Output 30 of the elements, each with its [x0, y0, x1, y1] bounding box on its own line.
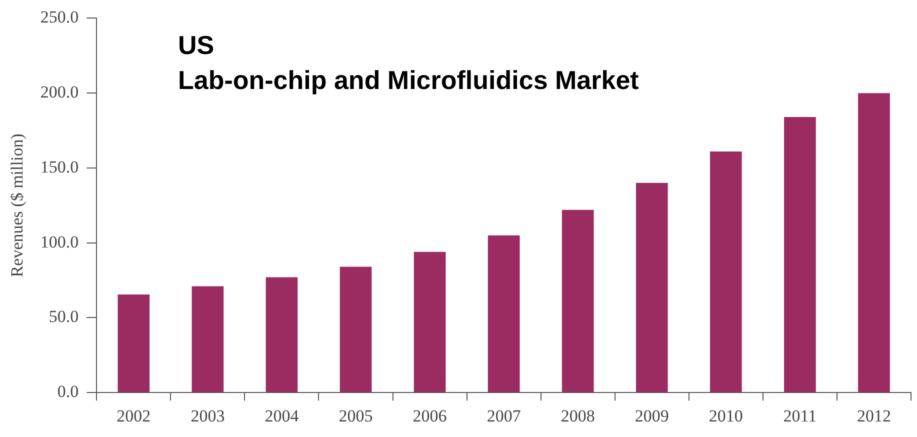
bar [488, 235, 520, 392]
y-tick-label: 150.0 [40, 157, 79, 176]
bar [784, 117, 816, 392]
bar [192, 286, 224, 392]
bar [266, 277, 298, 392]
bar [562, 210, 594, 392]
x-tick-label: 2002 [116, 406, 151, 426]
x-tick-label: 2012 [856, 406, 891, 426]
y-tick-label: 200.0 [40, 82, 79, 102]
y-tick-label: 100.0 [40, 232, 79, 252]
text: US Lab-on-chip and Microfluidics Market [178, 29, 639, 97]
x-tick-label: 2008 [560, 406, 595, 426]
x-tick-label: 2007 [486, 406, 522, 426]
y-tick-label: 50.0 [48, 307, 79, 326]
y-tick-label: 0.0 [57, 382, 79, 402]
x-tick-label: 2009 [634, 406, 669, 426]
bar [710, 151, 742, 392]
x-tick-label: 2004 [264, 406, 300, 426]
bar [636, 182, 668, 392]
x-tick-label: 2010 [708, 406, 743, 426]
x-tick-label: 2005 [338, 406, 373, 426]
x-tick-label: 2003 [190, 406, 225, 426]
bar [340, 266, 372, 392]
bar [858, 93, 890, 392]
bar [414, 252, 446, 392]
y-tick-label: 250.0 [40, 8, 79, 27]
x-tick-label: 2011 [783, 406, 817, 426]
y-axis-title: Revenues ($ million) [8, 134, 27, 278]
bar [118, 294, 150, 392]
x-tick-label: 2006 [412, 406, 447, 426]
